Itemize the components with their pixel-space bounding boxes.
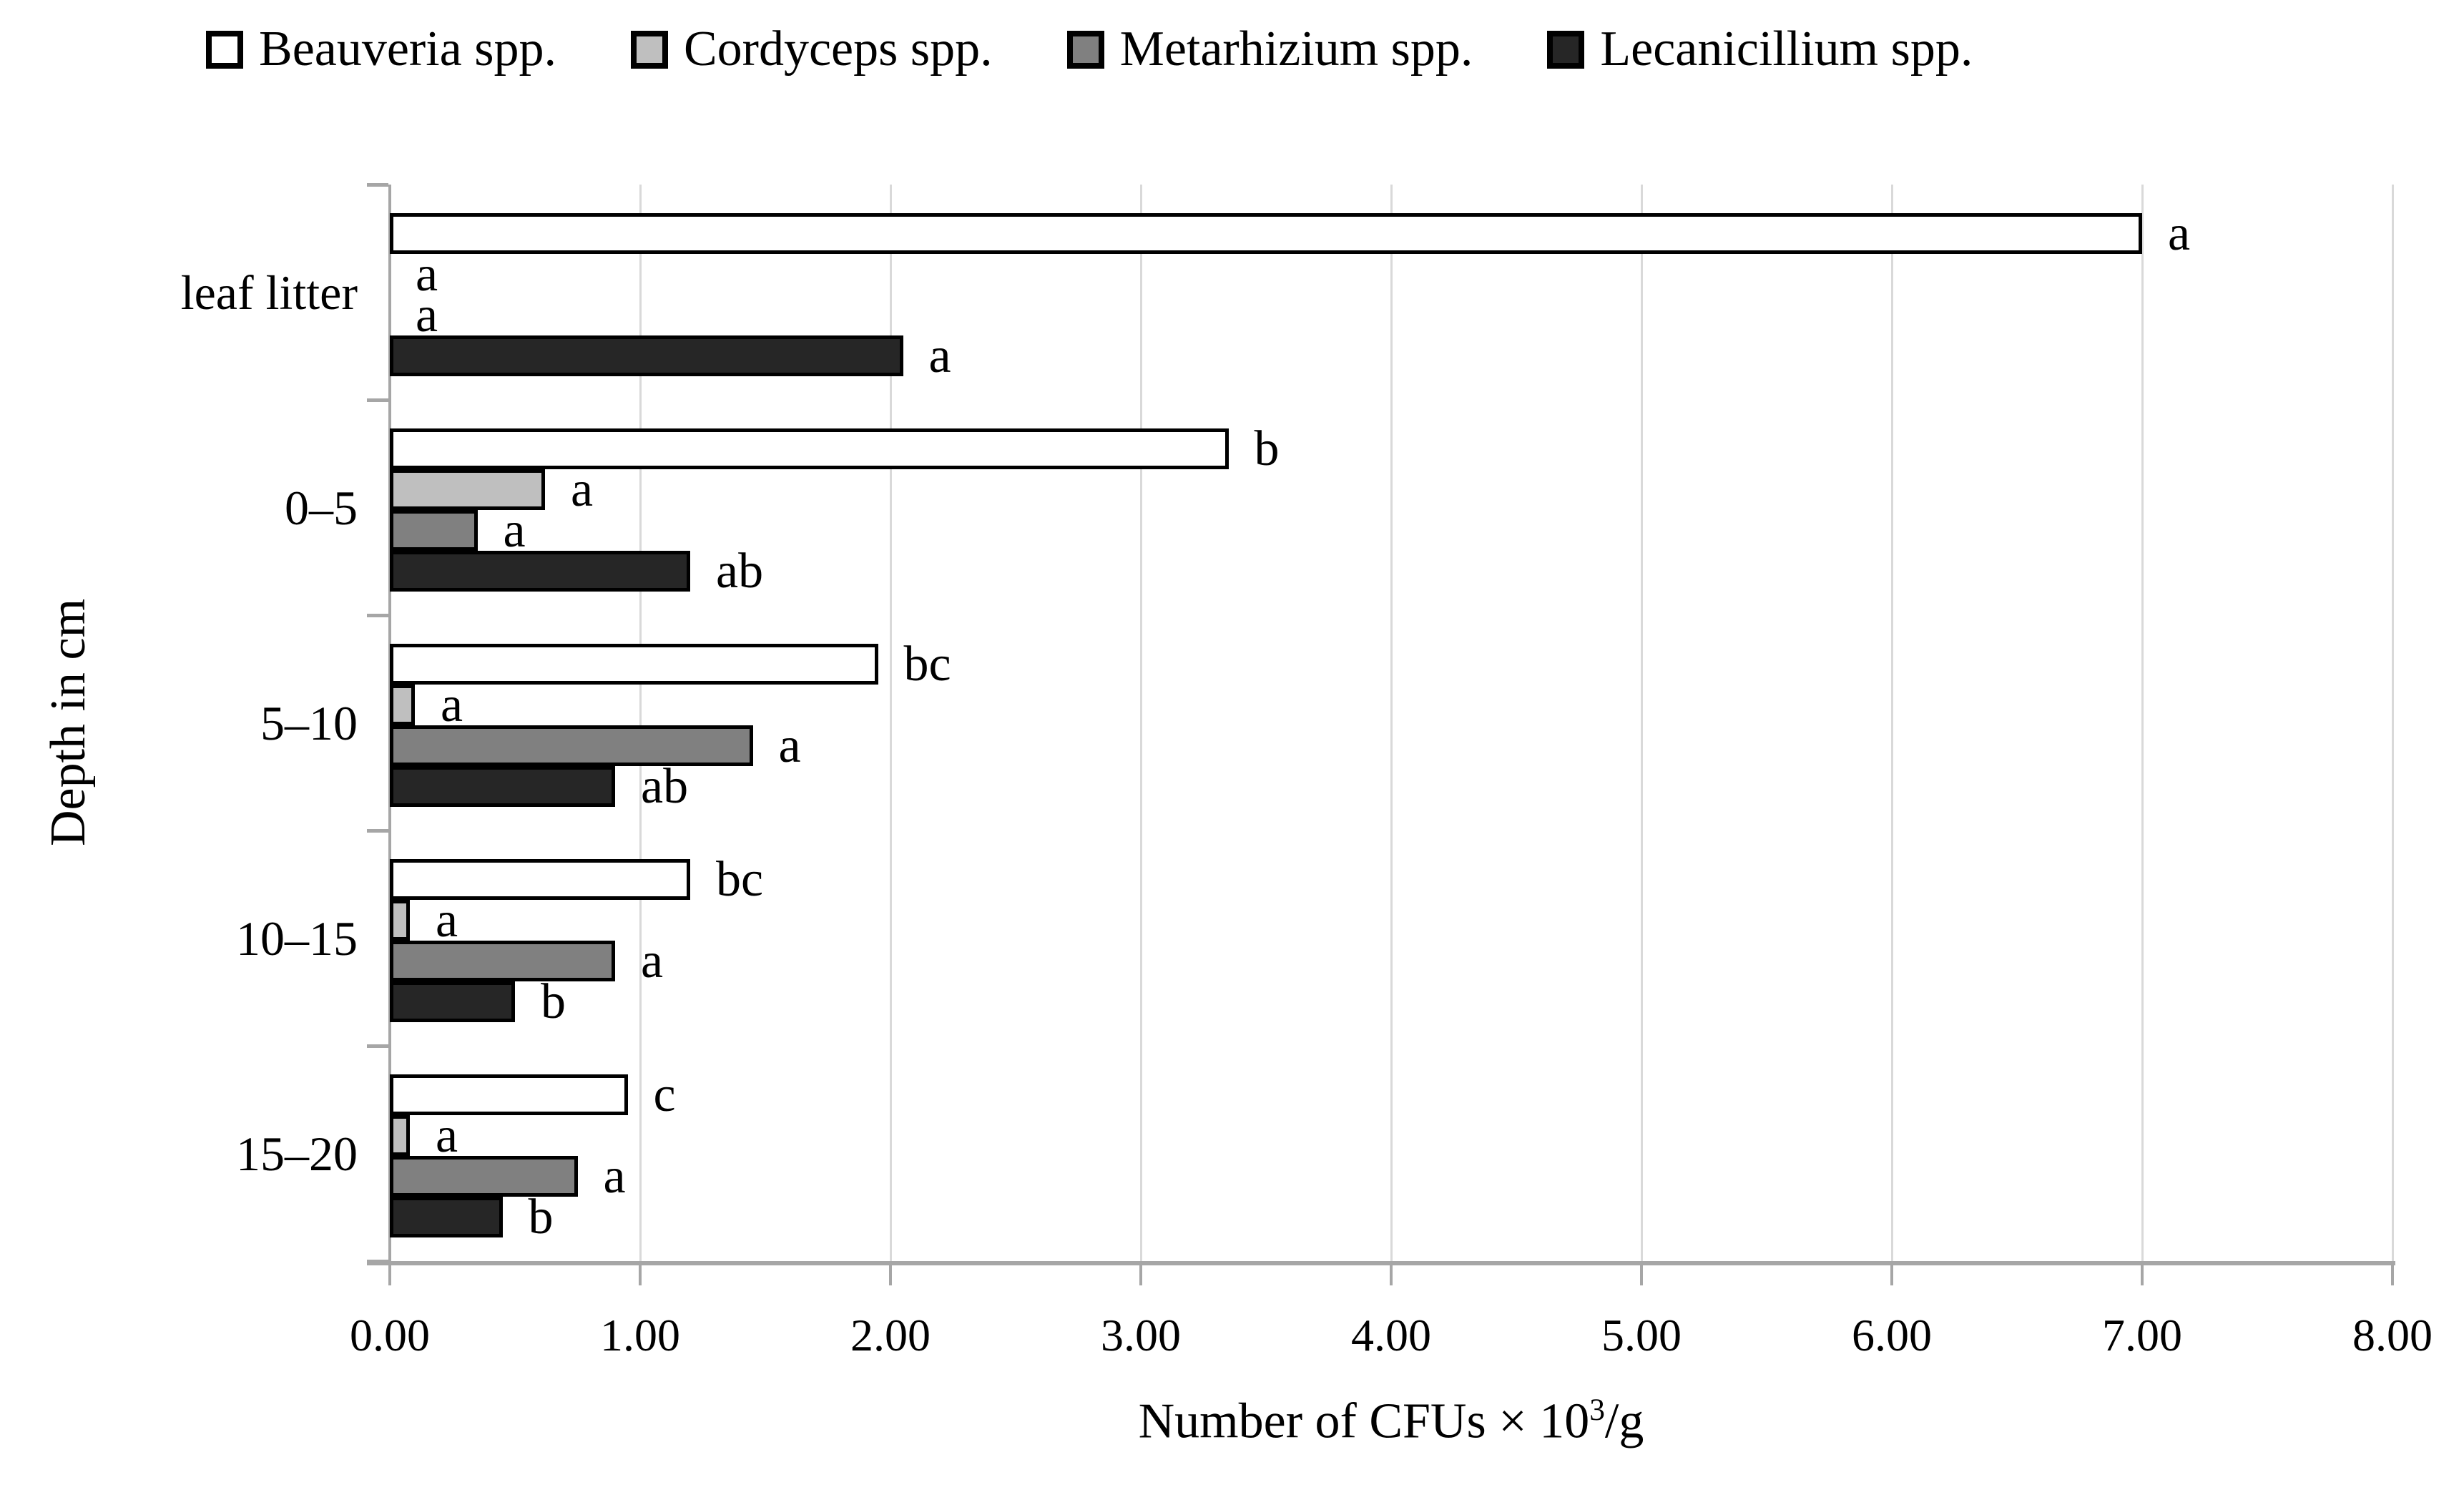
legend-item-metarhizium: Metarhizium spp. <box>1066 21 1473 77</box>
x-axis-tick-mark <box>1139 1264 1142 1285</box>
bar-cordyceps-1 <box>390 469 545 510</box>
gridline <box>889 185 892 1261</box>
y-axis-tick-mark <box>367 828 388 833</box>
gridline <box>2141 185 2144 1261</box>
gridline <box>1640 185 1643 1261</box>
legend-item-cordyceps: Cordyceps spp. <box>630 21 993 77</box>
x-axis-tick-label: 2.00 <box>850 1310 931 1361</box>
bar-beauveria-4 <box>390 1074 628 1115</box>
significance-label: a <box>436 1107 458 1163</box>
significance-label: a <box>641 933 664 989</box>
bar-metarhizium-2 <box>390 725 753 766</box>
y-axis-tick-mark <box>367 1044 388 1048</box>
legend-swatch-icon <box>206 30 243 69</box>
bar-lecanicillium-0 <box>390 335 903 376</box>
significance-label: a <box>503 502 526 558</box>
x-axis-tick-mark <box>2141 1264 2144 1285</box>
significance-label: a <box>928 328 951 383</box>
category-label: 15–20 <box>236 1126 358 1181</box>
significance-label: ab <box>716 543 764 599</box>
significance-label: a <box>2168 205 2191 261</box>
bar-lecanicillium-2 <box>390 766 615 807</box>
gridline <box>1139 185 1142 1261</box>
x-axis-title-superscript: 3 <box>1589 1393 1605 1427</box>
y-axis-tick-mark <box>367 1259 388 1263</box>
bar-beauveria-3 <box>390 859 690 900</box>
bar-cordyceps-4 <box>390 1115 410 1156</box>
significance-label: c <box>653 1067 676 1122</box>
bar-metarhizium-3 <box>390 941 615 981</box>
x-axis-title-text: Number of CFUs × 10 <box>1138 1393 1590 1449</box>
legend-item-lecanicillium: Lecanicillium spp. <box>1547 24 1973 74</box>
gridline <box>639 185 642 1261</box>
category-label: 10–15 <box>236 911 358 966</box>
bar-beauveria-0 <box>390 213 2142 254</box>
gridline <box>1890 185 1893 1261</box>
legend-label: Cordyceps spp. <box>683 21 993 77</box>
x-axis-line <box>367 1261 2395 1265</box>
category-label: 5–10 <box>260 695 358 750</box>
legend-label: Metarhizium spp. <box>1119 21 1473 77</box>
x-axis-tick-mark <box>639 1264 642 1285</box>
legend-item-beauveria: Beauveria spp. <box>206 24 556 74</box>
y-axis-tick-mark <box>367 613 388 617</box>
plot-area: a a a a b a a ab bc a a ab bc a a b c a a b <box>367 182 2395 1285</box>
significance-label: a <box>416 287 438 343</box>
x-axis-tick-label: 3.00 <box>1101 1310 1181 1361</box>
legend-label: Beauveria spp. <box>259 21 556 77</box>
gridline <box>1390 185 1393 1261</box>
significance-label: a <box>571 461 594 517</box>
gridline <box>2391 185 2394 1261</box>
bar-lecanicillium-4 <box>390 1197 503 1237</box>
bar-cordyceps-3 <box>390 900 410 941</box>
category-label: 0–5 <box>285 480 358 535</box>
x-axis-tick-label: 0.00 <box>350 1310 430 1361</box>
significance-label: a <box>436 892 458 948</box>
bar-cordyceps-2 <box>390 685 415 725</box>
significance-label: b <box>1254 421 1280 476</box>
x-axis-tick-mark <box>889 1264 892 1285</box>
x-axis-tick-mark <box>388 1264 391 1285</box>
bar-metarhizium-4 <box>390 1156 578 1197</box>
bar-lecanicillium-3 <box>390 981 515 1022</box>
legend: Beauveria spp. Cordyceps spp. Metarhizium … <box>206 24 1973 74</box>
significance-label: ab <box>641 758 689 814</box>
legend-swatch-icon <box>1066 30 1104 69</box>
legend-swatch-icon <box>630 30 668 69</box>
significance-label: a <box>416 246 438 302</box>
category-label: leaf litter <box>180 265 358 320</box>
bar-lecanicillium-1 <box>390 551 690 592</box>
x-axis-title-unit: /g <box>1604 1393 1644 1449</box>
bar-metarhizium-1 <box>390 510 478 551</box>
bar-beauveria-1 <box>390 428 1229 469</box>
significance-label: bc <box>903 636 951 692</box>
x-axis-tick-label: 8.00 <box>2352 1310 2433 1361</box>
x-axis-tick-mark <box>1390 1264 1393 1285</box>
x-axis-tick-label: 1.00 <box>600 1310 680 1361</box>
x-axis-tick-label: 4.00 <box>1351 1310 1431 1361</box>
bar-beauveria-2 <box>390 644 878 685</box>
y-axis-tick-mark <box>367 182 388 187</box>
x-axis-tick-mark <box>1890 1264 1893 1285</box>
significance-label: a <box>603 1148 626 1204</box>
x-axis-tick-mark <box>1640 1264 1643 1285</box>
legend-label: Lecanicillium spp. <box>1600 21 1973 77</box>
x-axis-tick-label: 7.00 <box>2102 1310 2182 1361</box>
significance-label: bc <box>716 851 764 907</box>
significance-label: b <box>541 974 566 1029</box>
y-axis-tick-mark <box>367 398 388 402</box>
x-axis-tick-label: 5.00 <box>1601 1310 1682 1361</box>
significance-label: b <box>528 1189 554 1245</box>
significance-label: a <box>778 717 801 773</box>
legend-swatch-icon <box>1547 30 1585 69</box>
x-axis-title: Number of CFUs × 103/g <box>962 1393 1820 1448</box>
x-axis-tick-mark <box>2391 1264 2394 1285</box>
x-axis-tick-label: 6.00 <box>1852 1310 1932 1361</box>
significance-label: a <box>441 677 463 732</box>
